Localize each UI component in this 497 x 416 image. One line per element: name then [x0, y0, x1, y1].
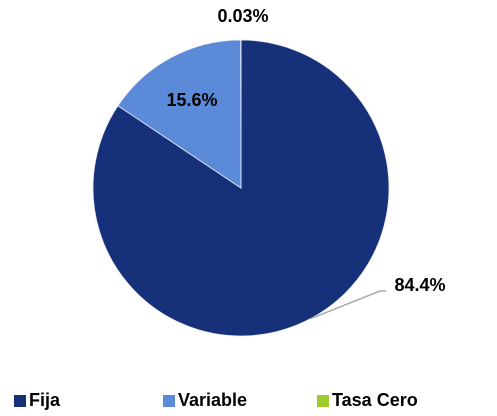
data-label: 84.4% — [394, 275, 445, 295]
data-label: 0.03% — [217, 6, 268, 26]
legend-label: Tasa Cero — [332, 390, 418, 410]
legend-swatch — [317, 395, 329, 407]
leader-line — [310, 290, 386, 320]
legend-swatch — [14, 395, 26, 407]
legend-label: Fija — [29, 390, 61, 410]
legend-swatch — [163, 395, 175, 407]
data-label: 15.6% — [166, 90, 217, 110]
pie-slice — [117, 39, 242, 189]
legend-label: Variable — [178, 390, 247, 410]
